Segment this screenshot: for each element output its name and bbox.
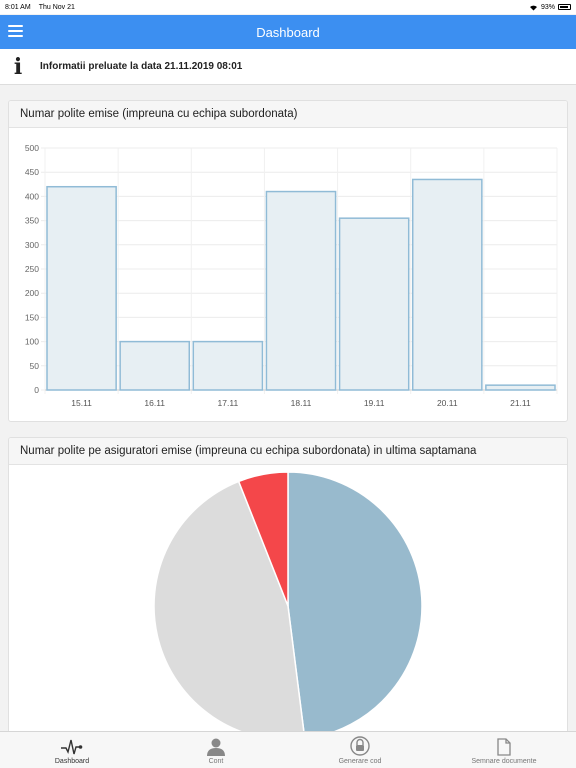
y-tick-label: 0 (34, 385, 39, 395)
x-tick-label: 20.11 (437, 398, 458, 408)
info-text: Informatii preluate la data 21.11.2019 0… (40, 61, 243, 72)
pie-chart (153, 471, 423, 736)
x-tick-label: 19.11 (364, 398, 385, 408)
x-tick-label: 21.11 (510, 398, 531, 408)
battery-icon (558, 4, 571, 10)
y-tick-label: 150 (25, 312, 39, 322)
bar-chart-title: Numar polite emise (impreuna cu echipa s… (9, 101, 567, 128)
tab-semnare-documente[interactable]: Semnare documente (432, 732, 576, 768)
bar (46, 185, 117, 391)
status-time: 8:01 AM (5, 3, 31, 11)
hamburger-icon[interactable] (8, 25, 23, 38)
y-tick-label: 500 (25, 143, 39, 153)
battery-percent: 93% (540, 3, 555, 11)
x-tick-label: 16.11 (144, 398, 165, 408)
tab-label: Dashboard (54, 758, 90, 765)
info-bar: i Informatii preluate la data 21.11.2019… (0, 49, 576, 85)
bar-chart: 0 50 100 150 200 250 300 350 400 450 500 15.11 16.11… (25, 143, 558, 408)
tab-label: Generare cod (338, 758, 382, 765)
user-icon (207, 738, 225, 756)
page-title: Dashboard (256, 24, 320, 40)
lock-icon (350, 736, 370, 756)
bar (338, 217, 410, 391)
tab-label: Semnare documente (471, 758, 537, 765)
bar-chart-card: Numar polite emise (impreuna cu echipa s… (8, 100, 568, 422)
pie-slice (287, 471, 423, 736)
y-tick-label: 250 (25, 264, 39, 274)
pulse-icon (61, 739, 83, 755)
y-tick-label: 300 (25, 240, 39, 250)
bar (119, 340, 191, 391)
pie-chart-card: Numar polite pe asiguratori emise (impre… (8, 437, 568, 737)
document-icon (497, 738, 511, 756)
pie-chart-title: Numar polite pe asiguratori emise (impre… (9, 438, 567, 465)
wifi-icon (529, 5, 537, 10)
bottom-tab-bar: Dashboard Cont Generare cod Semnare docu… (0, 731, 576, 768)
bar (485, 384, 556, 391)
x-tick-label: 17.11 (218, 398, 239, 408)
tab-cont[interactable]: Cont (144, 732, 288, 768)
tab-label: Cont (208, 758, 224, 765)
info-icon: i (13, 53, 23, 80)
y-tick-label: 350 (25, 216, 39, 226)
x-tick-label: 15.11 (71, 398, 92, 408)
status-bar: 8:01 AM Thu Nov 21 93% (0, 0, 576, 14)
y-tick-label: 200 (25, 288, 39, 298)
tab-generare-cod[interactable]: Generare cod (288, 732, 432, 768)
bar (192, 340, 264, 391)
pie-slice (237, 471, 289, 607)
y-tick-label: 100 (25, 337, 39, 347)
y-tick-label: 50 (30, 361, 40, 371)
bar (265, 190, 337, 391)
app-bar: Dashboard (0, 15, 576, 49)
x-tick-label: 18.11 (291, 398, 312, 408)
y-tick-label: 400 (25, 191, 39, 201)
tab-dashboard[interactable]: Dashboard (0, 732, 144, 768)
status-date: Thu Nov 21 (38, 3, 75, 11)
status-right: 93% (529, 4, 571, 11)
bar (411, 178, 483, 391)
y-tick-label: 450 (25, 167, 39, 177)
